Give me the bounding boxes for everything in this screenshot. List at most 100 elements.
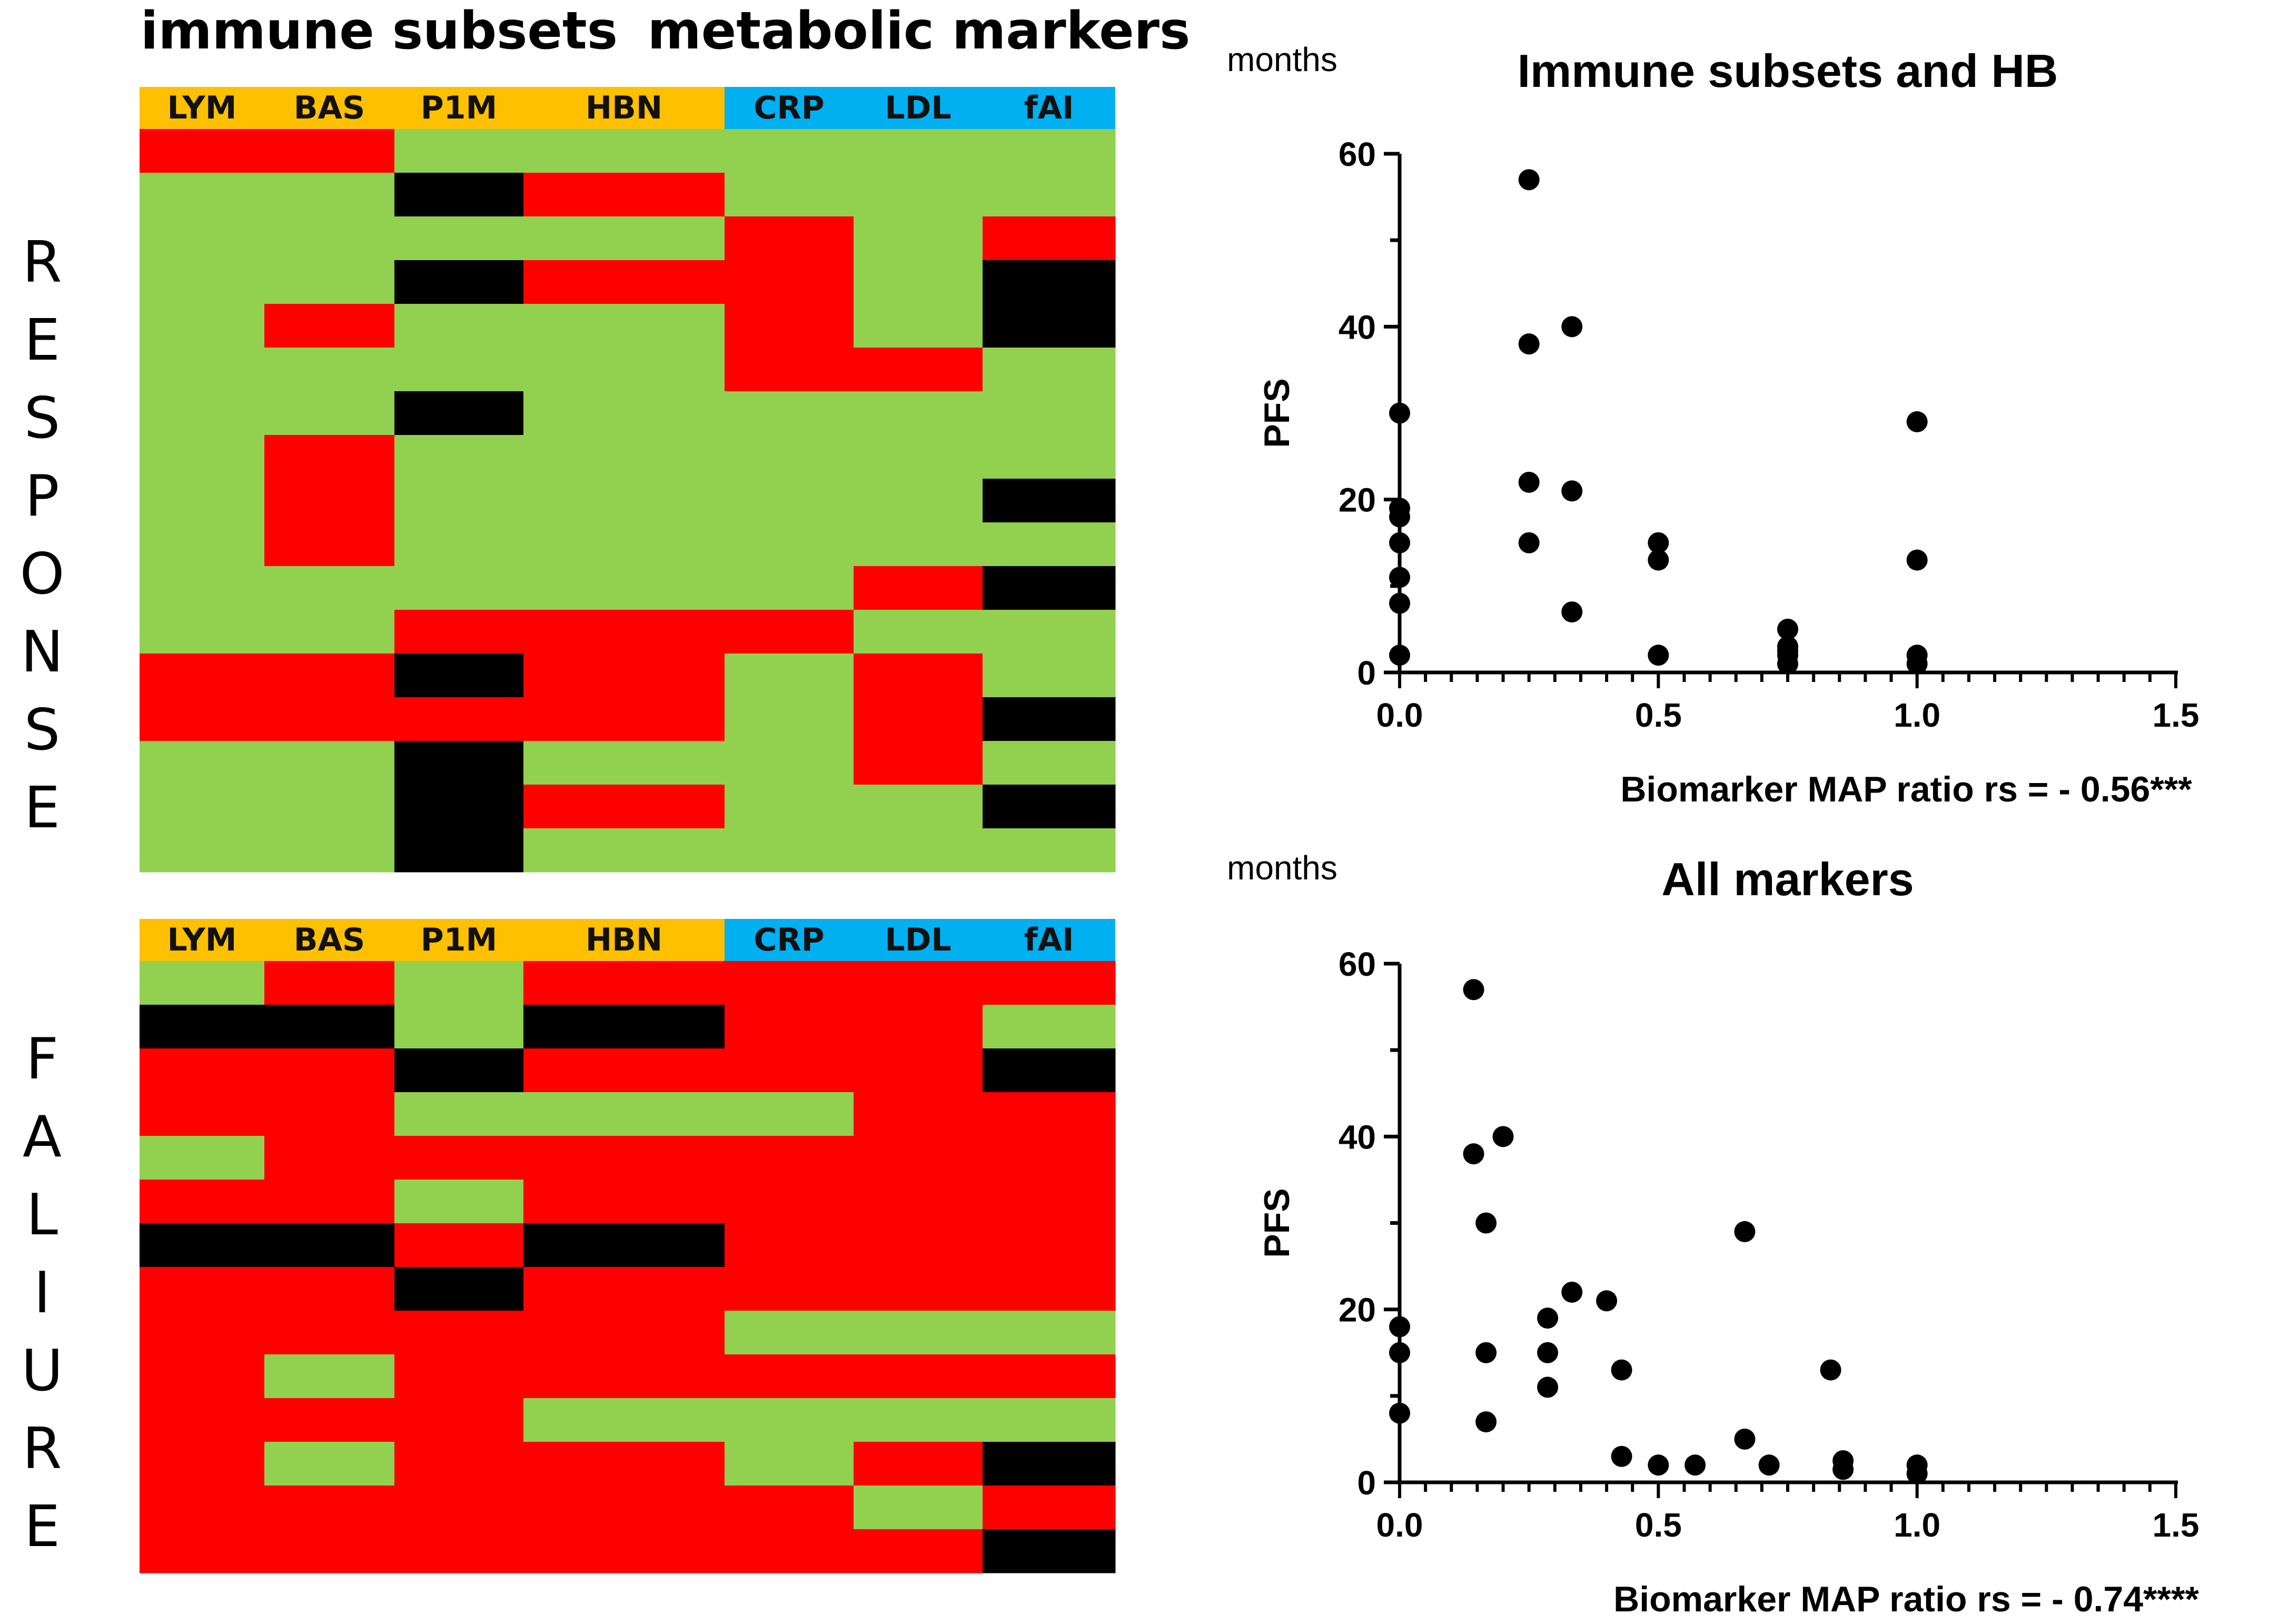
scatter-point: [1389, 1402, 1410, 1424]
scatter-point: [1648, 645, 1669, 666]
heatmap-cell: [854, 1005, 983, 1049]
heatmap-cell: [983, 391, 1116, 435]
heatmap-cell: [854, 304, 983, 348]
heatmap-cell: [140, 479, 265, 523]
heatmap-cell: [140, 1267, 265, 1311]
heatmap-cell: [854, 653, 983, 698]
side-letter: P: [25, 463, 59, 529]
scatter-immune-subsets-hb: Immune subsets and HB months 0 20 40 60 0.0 0.5…: [1227, 41, 2199, 809]
y-units-label: months: [1227, 849, 1337, 887]
column-header-lym: LYM: [167, 90, 236, 126]
x-axis-label: Biomarker MAP ratio rs = - 0.74****: [1613, 1579, 2199, 1619]
heatmap-cell: [523, 785, 725, 829]
side-letter: A: [23, 1104, 62, 1170]
heatmap-cell: [394, 173, 524, 217]
heatmap-cell: [725, 1223, 854, 1267]
heatmap-cell: [140, 785, 265, 829]
heatmap-cell: [725, 1267, 854, 1311]
scatter-point: [1777, 653, 1798, 675]
heatmap-cell: [725, 304, 854, 348]
heatmap-cell: [725, 1529, 854, 1573]
scatter-point: [1475, 1342, 1497, 1363]
heatmap-cell: [140, 1136, 265, 1180]
heatmap-cell: [264, 741, 395, 785]
column-header-lym: LYM: [167, 922, 236, 958]
heatmap-cell: [140, 1180, 265, 1224]
column-header-fai: fAI: [1024, 922, 1074, 958]
scatter-point: [1758, 1454, 1780, 1476]
heatmap-cell: [523, 1048, 725, 1093]
x-tick-label: 0.0: [1376, 1506, 1423, 1544]
heatmap-cell: [140, 828, 265, 873]
heatmap-cell: [523, 348, 725, 392]
heatmap-cell: [854, 1486, 983, 1530]
heatmap-cell: [983, 653, 1116, 698]
y-tick-label: 40: [1339, 308, 1376, 346]
y-units-label: months: [1227, 41, 1337, 78]
heatmap-cell: [523, 1005, 725, 1049]
heatmap-cell: [523, 653, 725, 698]
heatmap-cell: [983, 1223, 1116, 1267]
heatmap-cell: [523, 522, 725, 567]
y-tick-label: 0: [1357, 654, 1376, 692]
side-letter: E: [24, 775, 60, 841]
heatmap-cell: [983, 1529, 1116, 1573]
x-axis-label: Biomarker MAP ratio rs = - 0.56***: [1620, 769, 2192, 809]
heatmap-cell: [725, 1354, 854, 1399]
heatmap-cell: [394, 1267, 524, 1311]
heatmap-cell: [523, 260, 725, 304]
heatmap-cell: [983, 1398, 1116, 1442]
heatmap-cell: [264, 828, 395, 873]
heatmap-cell: [983, 1092, 1116, 1136]
scatter-point: [1518, 169, 1540, 191]
heatmap-cell: [725, 828, 854, 873]
heatmap-cell: [140, 610, 265, 654]
heatmap-cell: [725, 566, 854, 610]
heatmap-cell: [983, 173, 1116, 217]
heatmap-cell: [394, 304, 524, 348]
heatmap-cell: [854, 1398, 983, 1442]
column-header-ldl: LDL: [885, 922, 951, 958]
heatmap-cell: [725, 129, 854, 173]
heatmap-cell: [854, 566, 983, 610]
heatmap-cell: [394, 1136, 524, 1180]
heatmap-cell: [983, 479, 1116, 523]
heatmap-cell: [854, 610, 983, 654]
y-tick-label: 40: [1339, 1118, 1376, 1156]
scatter-point: [1389, 592, 1410, 614]
heatmap-cell: [140, 1048, 265, 1093]
heatmap-cell: [264, 1311, 395, 1355]
heatmap-cell: [725, 1398, 854, 1442]
heatmap-cell: [140, 697, 265, 741]
heatmap-cell: [983, 348, 1116, 392]
column-header-bg: [140, 919, 264, 961]
heatmap-cell: [140, 129, 265, 173]
heatmap-cell: [983, 1486, 1116, 1530]
column-header-bas: BAS: [294, 922, 365, 958]
heatmap-cell: [983, 1005, 1116, 1049]
scatter-point: [1463, 979, 1484, 1001]
column-header-bg: [983, 87, 1115, 129]
scatter-point: [1561, 316, 1583, 338]
heatmap-cell: [725, 1136, 854, 1180]
heatmap-cell: [394, 961, 524, 1005]
heatmap-cell: [394, 435, 524, 479]
heatmap-cell: [983, 1311, 1116, 1355]
heatmap-cell: [140, 1529, 265, 1573]
heatmap-cell: [264, 260, 395, 304]
y-axis-label: PFS: [1257, 378, 1297, 448]
column-header-bg: [854, 87, 983, 129]
heatmap-cell: [523, 1398, 725, 1442]
heatmap-cell: [854, 1529, 983, 1573]
heatmap-cell: [983, 260, 1116, 304]
scatter-point: [1518, 333, 1540, 355]
heatmap-cell: [140, 260, 265, 304]
scatter-point: [1389, 1342, 1410, 1363]
heatmap-cell: [854, 741, 983, 785]
heatmap-cell: [264, 1354, 395, 1399]
heatmap-cell: [264, 697, 395, 741]
heatmap-cell: [264, 1442, 395, 1486]
scatter-point: [1611, 1359, 1632, 1381]
heatmap-cell: [983, 961, 1116, 1005]
